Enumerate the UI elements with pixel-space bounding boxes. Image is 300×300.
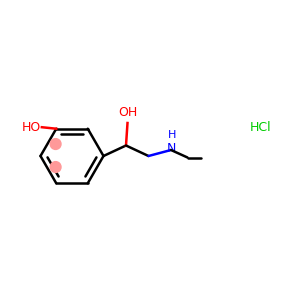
Text: N: N (167, 142, 176, 155)
Circle shape (50, 162, 61, 172)
Text: OH: OH (118, 106, 137, 119)
Text: HCl: HCl (250, 121, 272, 134)
Text: HO: HO (22, 121, 41, 134)
Circle shape (50, 139, 61, 149)
Text: H: H (167, 130, 176, 140)
